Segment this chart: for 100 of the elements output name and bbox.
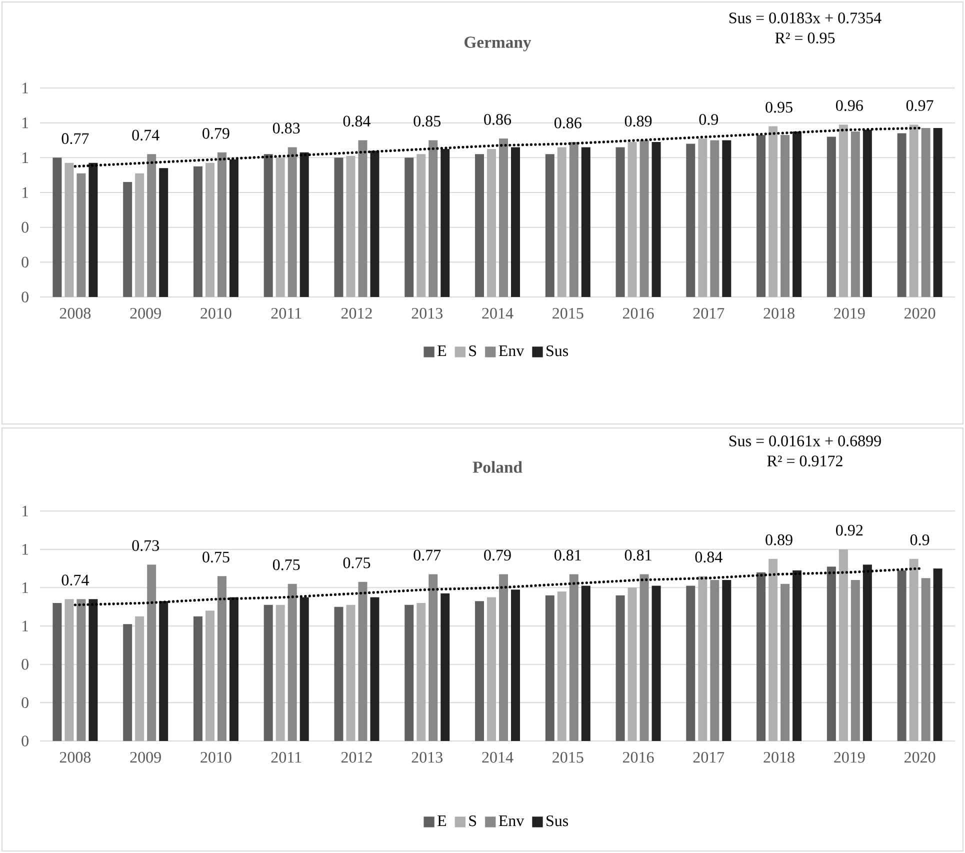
chart-title: Germany: [464, 36, 532, 52]
bar: [780, 584, 790, 741]
x-tick-label: 2010: [200, 752, 232, 763]
x-tick-label: 2020: [904, 752, 936, 763]
bar: [756, 572, 766, 741]
bar: [404, 158, 414, 297]
bar: [440, 148, 450, 297]
bar: [52, 602, 62, 741]
legend-label: S: [469, 815, 476, 826]
bar: [545, 595, 554, 741]
bar: [499, 574, 508, 741]
bar: [722, 580, 732, 741]
data-label: 0.86: [484, 114, 512, 125]
bar: [628, 588, 637, 741]
x-tick-label: 2011: [271, 308, 302, 319]
bar: [616, 147, 625, 297]
bar: [897, 133, 906, 297]
bar: [123, 624, 132, 741]
bar: [545, 154, 554, 297]
y-tick-label: 1: [22, 582, 28, 593]
bar: [921, 578, 930, 741]
bar: [288, 584, 297, 741]
bar: [768, 126, 778, 297]
bar: [300, 597, 309, 741]
bar: [64, 599, 74, 741]
y-tick-label: 1: [22, 118, 28, 128]
bar: [511, 147, 520, 297]
bar: [569, 142, 578, 297]
y-tick-label: 0: [22, 292, 28, 302]
x-tick-label: 2018: [764, 752, 794, 763]
bar: [64, 162, 74, 297]
bar: [499, 138, 508, 297]
data-label: 0.96: [836, 100, 863, 111]
bar: [557, 591, 566, 741]
x-tick-label: 2013: [412, 752, 442, 763]
bar: [640, 140, 649, 297]
bar: [487, 597, 496, 741]
bar: [205, 162, 214, 297]
data-label: 0.79: [484, 550, 511, 561]
legend-label: E: [438, 816, 446, 826]
bar: [475, 601, 484, 741]
bar: [557, 147, 566, 297]
bar: [76, 173, 86, 297]
legend-label: Env: [498, 816, 524, 826]
data-label: 0.73: [132, 540, 159, 552]
x-tick-label: 2019: [834, 752, 865, 763]
bar: [370, 150, 380, 297]
data-label: 0.95: [766, 102, 792, 113]
x-tick-label: 2012: [341, 752, 372, 763]
bar: [826, 136, 836, 297]
y-tick-label: 1: [22, 544, 28, 555]
y-tick-label: 1: [22, 187, 28, 198]
bar: [768, 558, 778, 741]
legend-label: S: [469, 345, 476, 356]
x-tick-label: 2014: [482, 308, 514, 319]
bar: [123, 182, 132, 297]
x-tick-label: 2008: [60, 308, 91, 319]
bar: [698, 576, 708, 741]
bar: [370, 597, 380, 741]
bar: [300, 152, 309, 297]
bar: [487, 148, 496, 297]
bar: [276, 604, 285, 741]
x-tick-label: 2015: [552, 308, 584, 319]
bar: [135, 616, 144, 741]
bar: [933, 568, 942, 741]
bar: [288, 147, 297, 297]
bar: [147, 564, 156, 741]
data-label: 0.9: [699, 114, 718, 125]
bar: [933, 128, 942, 297]
bar: [76, 599, 86, 741]
bar: [440, 593, 450, 741]
y-tick-label: 0: [22, 222, 28, 233]
data-label: 0.75: [343, 557, 370, 568]
bar: [897, 570, 906, 741]
x-tick-label: 2014: [482, 752, 514, 763]
y-tick-label: 0: [22, 697, 28, 708]
bar: [921, 128, 930, 297]
bar: [616, 595, 625, 741]
chart-title: Poland: [472, 461, 522, 473]
y-tick-label: 1: [22, 620, 28, 632]
bar: [404, 604, 414, 741]
data-label: 0.89: [624, 116, 652, 127]
legend-label: Sus: [546, 345, 568, 356]
bar: [229, 597, 238, 741]
data-label: 0.75: [272, 559, 300, 570]
bar: [428, 574, 438, 741]
text: R² = 0.95: [775, 32, 835, 44]
bar: [193, 166, 202, 297]
data-label: 0.79: [202, 128, 230, 139]
x-tick-label: 2012: [341, 308, 372, 319]
legend-label: Sus: [546, 815, 568, 826]
bar: [88, 599, 98, 741]
bar: [511, 590, 520, 741]
x-tick-label: 2019: [834, 308, 865, 319]
bar: [792, 132, 802, 297]
bar: [792, 570, 802, 741]
bar: [686, 586, 696, 741]
bar: [628, 142, 637, 297]
y-tick-label: 0: [22, 658, 28, 670]
data-label: 0.92: [836, 524, 863, 536]
